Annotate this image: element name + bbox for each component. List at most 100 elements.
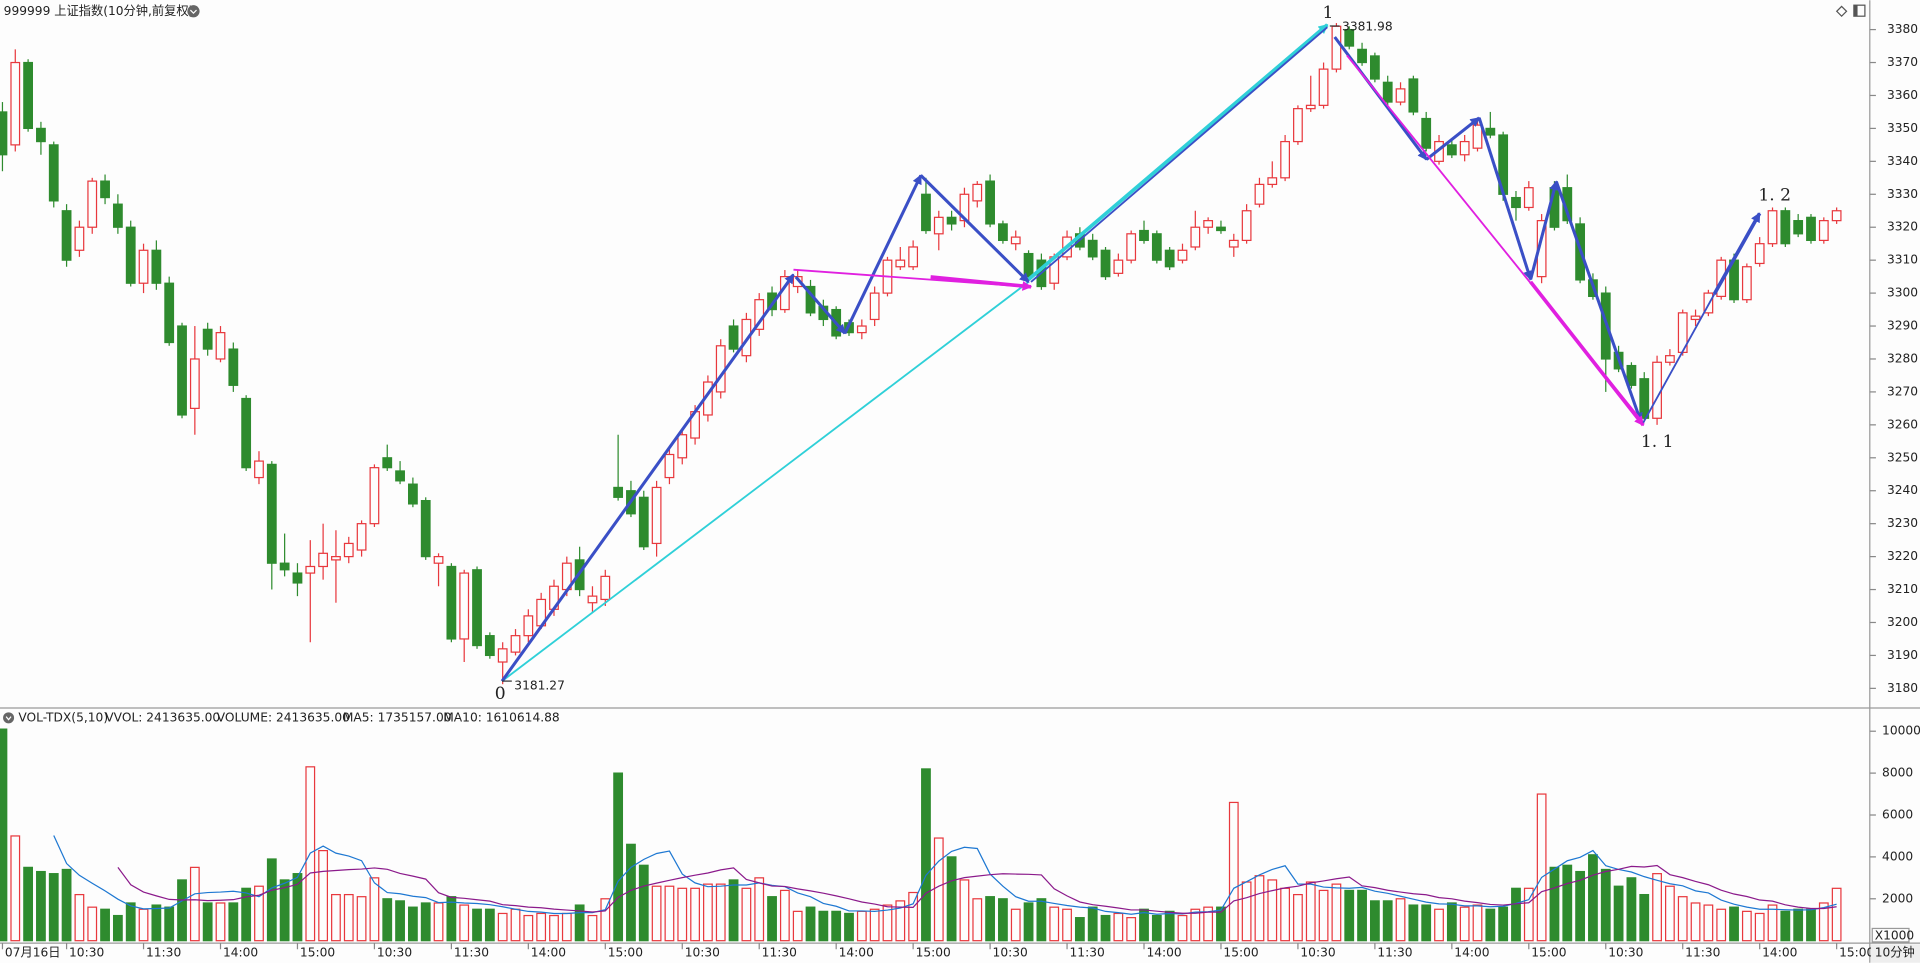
volume-bar	[1049, 906, 1060, 942]
candle-body	[112, 203, 123, 228]
candle-body	[908, 246, 919, 268]
candle-body	[484, 635, 495, 657]
volume-bar	[1459, 906, 1470, 942]
candle-body	[895, 259, 906, 268]
volume-bar	[484, 908, 495, 942]
candle-body	[151, 249, 162, 284]
volume-bar	[1190, 908, 1201, 942]
volume-bar	[177, 879, 187, 942]
x-tick-label: 15:00	[1223, 945, 1258, 959]
volume-bar	[1318, 889, 1329, 942]
wave-arrow	[843, 174, 923, 334]
candle-body	[215, 332, 226, 360]
volume-bar	[112, 914, 123, 942]
volume-bar	[703, 883, 713, 942]
wave-arrow	[1554, 180, 1643, 423]
x-tick-label: 11:30	[454, 945, 489, 959]
wave-label: 1. 2	[1758, 186, 1791, 206]
volume-bar	[587, 914, 598, 942]
volume-bar	[1151, 914, 1162, 942]
x-tick-label: 11:30	[762, 945, 797, 959]
volume-bar	[1741, 910, 1752, 942]
menu-icon[interactable]	[3, 712, 15, 724]
y-tick-label: 6000	[1882, 808, 1913, 822]
volume-bar	[48, 873, 59, 942]
volume-bar	[1408, 904, 1419, 942]
candle-body	[1010, 236, 1021, 245]
volume-bar	[1639, 893, 1650, 942]
volume-bar	[1729, 906, 1739, 942]
cyan-line	[501, 281, 1030, 682]
candle-body	[1665, 355, 1675, 363]
volume-bar	[664, 885, 675, 942]
candle-body	[869, 292, 880, 321]
candle-body	[1793, 220, 1804, 235]
candle-body	[433, 555, 444, 564]
volume-bar	[395, 900, 405, 942]
candle-body	[1459, 140, 1470, 156]
volume-bar	[510, 908, 521, 942]
ma5-line	[53, 835, 1837, 915]
y-tick-label: 3210	[1887, 582, 1918, 596]
volume-bar	[1164, 910, 1175, 942]
volume-bar	[1703, 904, 1714, 942]
volume-bar	[600, 898, 611, 942]
volume-bar	[10, 835, 21, 942]
menu-icon[interactable]	[187, 5, 200, 18]
x-tick-label: 14:00	[1762, 945, 1797, 959]
y-tick-label: 3370	[1887, 55, 1918, 69]
volume-bar	[536, 912, 547, 942]
candle-body	[600, 575, 611, 601]
volume-bar	[1818, 902, 1829, 942]
volume-bar	[1434, 908, 1444, 942]
candle-body	[408, 483, 418, 505]
unit-label: X1000	[1875, 928, 1915, 942]
x-tick-label: 14:00	[1454, 945, 1489, 959]
toggle-icon[interactable]	[1835, 5, 1848, 18]
volume-bar	[1690, 902, 1701, 942]
volume-bar	[1780, 910, 1791, 942]
volume-bar	[343, 893, 354, 942]
y-tick-label: 3380	[1887, 22, 1918, 36]
candle-body	[1767, 210, 1778, 245]
candle-body	[48, 144, 59, 202]
volume-bar	[1767, 904, 1778, 942]
candle-body	[1293, 108, 1303, 143]
volume-bar	[433, 902, 444, 942]
candle-body	[125, 226, 136, 284]
candle-body	[856, 325, 867, 334]
candle-body	[74, 226, 85, 251]
candle-body	[1395, 88, 1406, 103]
candle-body	[985, 180, 995, 225]
candle-body	[1626, 364, 1637, 386]
candle-body	[202, 328, 213, 350]
volume-bar	[844, 912, 854, 942]
magenta-arrow	[930, 275, 1033, 291]
period-box[interactable]	[1871, 944, 1920, 963]
volume-bar	[1677, 896, 1688, 942]
volume-bar	[61, 868, 72, 942]
volume-bar	[998, 898, 1008, 942]
candle-body	[1357, 48, 1367, 64]
x-tick-label: 10:30	[377, 945, 412, 959]
volume-bar	[1369, 900, 1380, 942]
volume-bar	[382, 898, 393, 942]
volume-bar	[241, 887, 252, 942]
candle-body	[510, 635, 521, 653]
y-tick-label: 3250	[1887, 450, 1918, 464]
candle-body	[100, 180, 110, 199]
volume-bar	[613, 772, 624, 942]
candle-body	[1382, 81, 1393, 103]
volume-bar	[1446, 902, 1457, 942]
y-tick-label: 10000	[1882, 724, 1920, 738]
volume-bar	[651, 885, 662, 942]
volume-bar	[1562, 864, 1573, 942]
volume-bar	[497, 912, 508, 942]
volume-bar	[1010, 908, 1021, 942]
chart-title: 999999 上证指数(10分钟,前复权)	[4, 3, 194, 18]
candle-body	[331, 555, 341, 561]
volume-bar	[125, 902, 136, 942]
volume-bar	[446, 896, 457, 942]
volume-bar	[100, 908, 110, 942]
volume-bar	[1472, 904, 1483, 942]
